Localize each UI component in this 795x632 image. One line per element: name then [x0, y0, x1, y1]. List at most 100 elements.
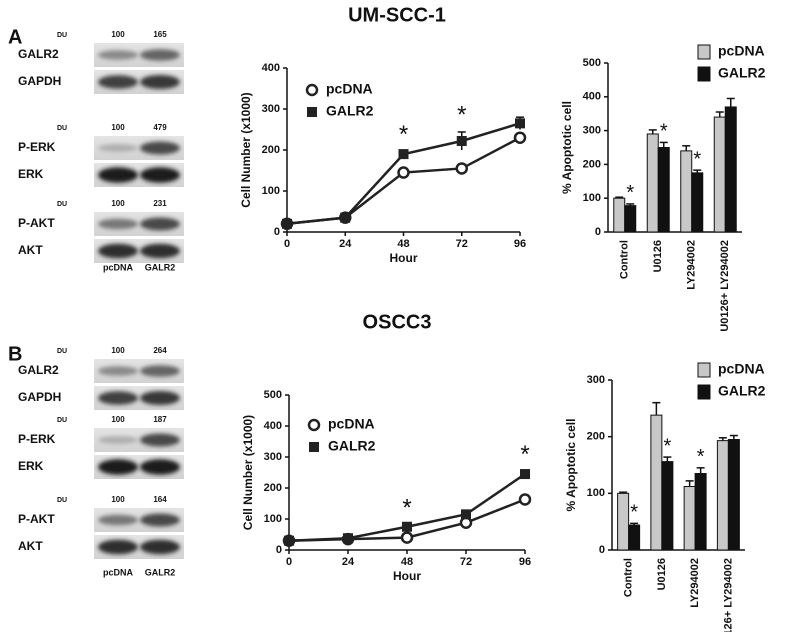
du-value: 164: [153, 495, 167, 504]
bar: [716, 440, 729, 551]
y-tick-label: 500: [264, 389, 282, 401]
du-value: 165: [153, 30, 167, 39]
y-tick-label: 300: [587, 374, 605, 386]
lane-label: pcDNA: [103, 262, 134, 272]
y-tick-label: 400: [583, 91, 601, 103]
x-axis-label: Hour: [393, 569, 421, 583]
bar: [691, 172, 704, 233]
annotation: *: [660, 121, 668, 143]
legend-label: pcDNA: [326, 81, 373, 97]
blot-label: P-ERK: [18, 140, 56, 154]
blot-band: [140, 513, 180, 527]
x-tick-label: 24: [342, 556, 355, 568]
legend-marker: [307, 418, 321, 432]
x-tick-label: 0: [284, 238, 290, 250]
bar: [624, 205, 637, 233]
y-tick-label: 0: [595, 226, 601, 238]
annotation: *: [693, 148, 701, 170]
blot-label: GALR2: [18, 47, 59, 61]
du-label: DU: [57, 348, 67, 355]
bar: [613, 197, 626, 233]
x-tick-label: LY294002: [689, 558, 701, 608]
blot-label: AKT: [18, 539, 43, 553]
legend-label: pcDNA: [328, 416, 375, 432]
panel-title: OSCC3: [363, 311, 432, 333]
bar: [657, 147, 670, 233]
marker: [518, 493, 532, 506]
marker: [461, 509, 471, 520]
marker: [343, 533, 353, 544]
du-label: DU: [57, 201, 67, 208]
annotation: *: [630, 502, 638, 524]
blot-band: [98, 514, 138, 526]
x-tick-label: Control: [619, 240, 631, 279]
y-tick-label: 500: [583, 57, 601, 69]
legend-swatch: [697, 362, 711, 378]
marker: [400, 531, 414, 544]
y-tick-label: 0: [599, 544, 605, 556]
y-axis-label: Cell Number (x1000): [239, 92, 253, 207]
y-tick-label: 100: [583, 192, 601, 204]
marker: [398, 149, 409, 160]
blot-band: [98, 167, 138, 183]
lane-label: GALR2: [145, 567, 176, 577]
blot-band: [140, 365, 180, 377]
du-value: 100: [111, 495, 125, 504]
annotation: *: [697, 446, 705, 468]
blot-band: [98, 50, 138, 60]
marker: [402, 521, 412, 532]
blot-label: P-AKT: [18, 512, 55, 526]
blot-band: [98, 243, 138, 259]
blot-label: ERK: [18, 459, 44, 473]
bar: [727, 439, 740, 551]
du-value: 100: [111, 415, 125, 424]
x-tick-label: 24: [339, 238, 352, 250]
y-tick-label: 100: [264, 513, 282, 525]
blot-band: [140, 75, 180, 89]
du-value: 264: [153, 346, 167, 355]
du-label: DU: [57, 417, 67, 424]
blot-label: GAPDH: [18, 390, 61, 404]
y-tick-label: 200: [587, 431, 605, 443]
blot-band: [98, 436, 138, 444]
marker: [513, 131, 527, 144]
legend-label: GALR2: [326, 103, 374, 119]
y-tick-label: 400: [262, 62, 280, 74]
x-tick-label: 72: [456, 238, 468, 250]
du-value: 100: [111, 199, 125, 208]
du-value: 100: [111, 123, 125, 132]
y-axis-label: % Apoptotic cell: [560, 101, 574, 194]
x-axis-label: Hour: [390, 251, 418, 265]
du-value: 187: [153, 415, 167, 424]
y-axis-label: % Apoptotic cell: [564, 419, 578, 512]
du-value: 100: [111, 30, 125, 39]
du-value: 231: [153, 199, 167, 208]
du-value: 100: [111, 346, 125, 355]
blot-label: GALR2: [18, 363, 59, 377]
bar: [617, 492, 630, 551]
marker: [455, 162, 468, 175]
x-tick-label: Control: [623, 558, 635, 597]
du-label: DU: [57, 32, 67, 39]
annotation: *: [520, 441, 529, 468]
blot-band: [98, 75, 138, 89]
y-tick-label: 400: [264, 420, 282, 432]
du-value: 479: [153, 123, 167, 132]
annotation: *: [457, 101, 466, 128]
bar: [650, 414, 663, 551]
blot-band: [98, 539, 138, 555]
bar: [683, 486, 696, 551]
bar: [646, 133, 659, 233]
panel-title: UM-SCC-1: [348, 4, 446, 26]
lane-label: GALR2: [145, 262, 176, 272]
marker: [456, 135, 467, 146]
y-tick-label: 200: [583, 158, 601, 170]
x-tick-label: 96: [519, 556, 531, 568]
y-tick-label: 300: [262, 103, 280, 115]
y-tick-label: 100: [262, 185, 280, 197]
legend-swatch: [697, 66, 711, 82]
x-tick-label: LY294002: [686, 240, 698, 290]
bar: [628, 524, 641, 551]
x-tick-label: 72: [460, 556, 472, 568]
